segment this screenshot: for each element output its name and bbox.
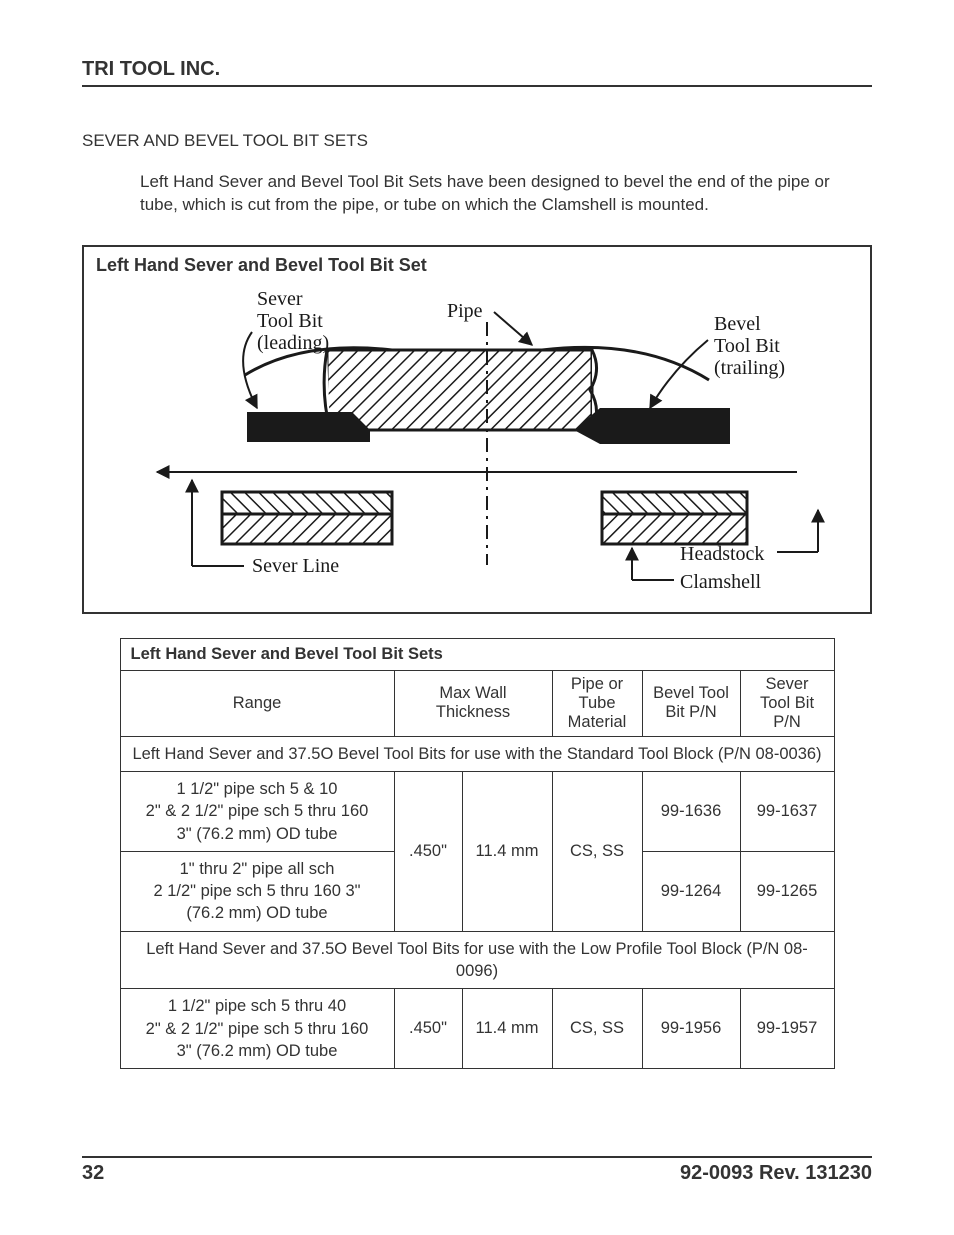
figure-title: Left Hand Sever and Bevel Tool Bit Set: [96, 255, 858, 276]
sever-pn: 99-1637: [740, 772, 834, 852]
tool-bit-diagram: Sever Tool Bit (leading) Pipe Bevel Tool…: [102, 280, 852, 600]
label-headstock: Headstock: [680, 543, 764, 565]
col-max-wall: Max Wall Thickness: [394, 670, 552, 736]
bevel-pn: 99-1636: [642, 772, 740, 852]
col-material: Pipe or Tube Material: [552, 670, 642, 736]
section-heading: SEVER AND BEVEL TOOL BIT SETS: [82, 131, 872, 151]
label-sever-tool-bit: Sever: [257, 288, 303, 310]
mw-mm: 11.4 mm: [462, 772, 552, 932]
mw-in: .450": [394, 989, 462, 1069]
bevel-pn: 99-1956: [642, 989, 740, 1069]
col-range: Range: [120, 670, 394, 736]
doc-rev: 92-0093 Rev. 131230: [680, 1162, 872, 1185]
col-bevel-pn: Bevel Tool Bit P/N: [642, 670, 740, 736]
table-title: Left Hand Sever and Bevel Tool Bit Sets: [120, 638, 834, 670]
label-pipe: Pipe: [447, 300, 483, 322]
table-row: 1 1/2" pipe sch 5 & 102" & 2 1/2" pipe s…: [120, 772, 834, 852]
material: CS, SS: [552, 772, 642, 932]
label-sever-line: Sever Line: [252, 555, 339, 577]
label-bevel2: Tool Bit: [714, 335, 780, 357]
range-cell: 1 1/2" pipe sch 5 & 102" & 2 1/2" pipe s…: [120, 772, 394, 852]
bevel-pn: 99-1264: [642, 851, 740, 931]
material: CS, SS: [552, 989, 642, 1069]
label-sever-tool-bit2: Tool Bit: [257, 310, 323, 332]
label-clamshell: Clamshell: [680, 571, 762, 593]
page-footer: 32 92-0093 Rev. 131230: [82, 1156, 872, 1185]
page-number: 32: [82, 1162, 104, 1185]
mw-mm: 11.4 mm: [462, 989, 552, 1069]
sever-pn: 99-1957: [740, 989, 834, 1069]
label-bevel1: Bevel: [714, 313, 761, 335]
col-sever-pn: Sever Tool Bit P/N: [740, 670, 834, 736]
label-sever-tool-bit3: (leading): [257, 332, 329, 354]
table-row: 1 1/2" pipe sch 5 thru 402" & 2 1/2" pip…: [120, 989, 834, 1069]
mw-in: .450": [394, 772, 462, 932]
range-cell: 1" thru 2" pipe all sch2 1/2" pipe sch 5…: [120, 851, 394, 931]
footer-rule: [82, 1156, 872, 1158]
company-name: TRI TOOL INC.: [82, 58, 872, 81]
section2-header: Left Hand Sever and 37.5O Bevel Tool Bit…: [120, 931, 834, 989]
intro-paragraph: Left Hand Sever and Bevel Tool Bit Sets …: [140, 171, 872, 217]
label-bevel3: (trailing): [714, 357, 785, 379]
section1-header: Left Hand Sever and 37.5O Bevel Tool Bit…: [120, 736, 834, 771]
figure-box: Left Hand Sever and Bevel Tool Bit Set: [82, 245, 872, 614]
tool-bit-table: Left Hand Sever and Bevel Tool Bit Sets …: [120, 638, 835, 1069]
range-cell: 1 1/2" pipe sch 5 thru 402" & 2 1/2" pip…: [120, 989, 394, 1069]
sever-pn: 99-1265: [740, 851, 834, 931]
header-rule: [82, 85, 872, 87]
